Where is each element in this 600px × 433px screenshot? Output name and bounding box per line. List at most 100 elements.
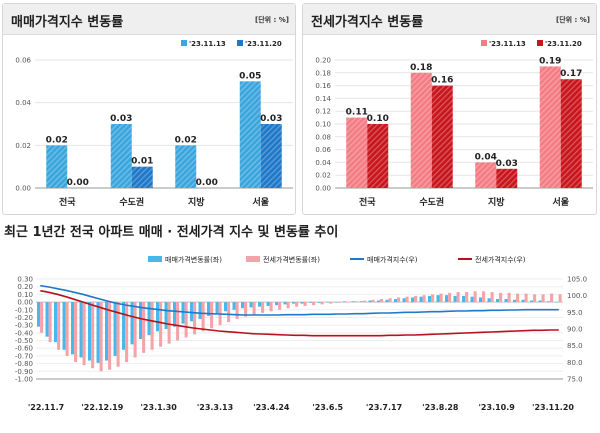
data-label: 0.00 [67, 178, 89, 188]
left-axis-tick-label: -0.30 [15, 322, 33, 330]
legend-label: 매매가격변동률(좌) [165, 255, 222, 264]
legend-label: '23.11.13 [489, 40, 526, 48]
sale-change-bar [326, 302, 330, 303]
legend-swatch [237, 40, 243, 46]
sale-change-bar [224, 302, 228, 312]
jeonse-change-bar [414, 295, 418, 303]
jeonse-change-bar [48, 302, 52, 343]
sale-price-change-panel: 매매가격지수 변동률 [단위 : %] 0.00 0.02 0.04 0.06 0.02… [2, 3, 296, 215]
sale-change-bar [402, 298, 406, 303]
bar [110, 124, 132, 188]
sale-change-bar [436, 295, 440, 303]
jeonse-change-bar [201, 302, 205, 332]
sale-change-bar [249, 302, 253, 308]
left-axis-tick-label: -1.00 [15, 376, 33, 384]
jeonse-index-line [40, 289, 559, 337]
jeonse-change-bar [431, 294, 435, 303]
jeonse-change-bar [550, 293, 554, 303]
data-label: 0.02 [175, 135, 197, 145]
sale-change-bar [419, 296, 423, 303]
legend-label: '23.11.20 [245, 40, 282, 48]
sale-change-bar [45, 302, 49, 337]
x-tick-label: 수도권 [119, 196, 144, 208]
left-axis-tick-label: -0.60 [15, 345, 33, 353]
sale-change-bar [139, 302, 143, 339]
right-axis-tick-label: 100.0 [567, 292, 587, 300]
sale-change-bar [453, 295, 457, 303]
jeonse-change-bar [524, 293, 528, 303]
jeonse-price-change-panel: 전세가격지수 변동률 [단위 : %] 0.00 0.02 0.04 0.06 0.08… [302, 3, 597, 215]
data-label: 0.01 [131, 157, 153, 167]
bar [260, 124, 282, 188]
sale-change-bar [105, 302, 109, 361]
sale-change-bar [462, 295, 466, 303]
jeonse-change-bar [278, 302, 282, 310]
jeonse-change-bar [116, 302, 120, 367]
left-axis-tick-label: 0.10 [17, 291, 33, 299]
y-tick-label: 0.00 [15, 185, 31, 193]
jeonse-change-bar [388, 298, 392, 303]
sale-change-bar [445, 295, 449, 303]
sale-change-bar [156, 302, 160, 332]
y-tick-label: 0.00 [315, 185, 331, 193]
sale-change-bar [207, 302, 211, 316]
x-tick-label: 지방 [188, 196, 205, 208]
sale-change-bar [292, 302, 296, 304]
panel-header: 전세가격지수 변동률 [단위 : %] [303, 4, 596, 35]
sale-change-bar [164, 302, 168, 329]
data-label: 0.17 [560, 69, 582, 79]
sale-change-bar [411, 297, 415, 303]
jeonse-change-bar [57, 302, 61, 350]
jeonse-change-bar [533, 294, 537, 303]
jeonse-change-bar [456, 292, 460, 303]
x-tick-label: '23.4.24 [253, 403, 290, 412]
jeonse-change-bar [295, 302, 299, 307]
sale-change-bar [62, 302, 66, 350]
jeonse-change-bar [261, 302, 265, 313]
jeonse-change-bar [490, 292, 494, 303]
left-axis-tick-label: -0.50 [15, 337, 33, 345]
sale-change-bar [198, 302, 202, 319]
jeonse-change-bar [439, 293, 443, 303]
sale-change-bar [113, 302, 117, 356]
y-tick-label: 0.08 [315, 133, 331, 141]
left-axis-tick-label: -0.10 [15, 306, 33, 314]
sale-change-bar [241, 302, 245, 309]
x-tick-label: '23.10.9 [478, 403, 515, 412]
sale-change-bar [71, 302, 75, 355]
jeonse-change-bar [380, 299, 384, 303]
y-tick-label: 0.18 [315, 69, 331, 77]
legend-label: '23.11.13 [189, 40, 226, 48]
left-axis-tick-label: 0.20 [17, 283, 33, 291]
sale-change-bar [428, 295, 432, 303]
sale-change-bar [79, 302, 83, 358]
left-axis-tick-label: 0.00 [17, 299, 33, 307]
sale-change-bar [232, 302, 236, 310]
bar [175, 145, 197, 188]
x-tick-label: '23.7.17 [366, 403, 402, 412]
jeonse-change-bar [541, 294, 545, 303]
x-tick-label: '22.11.7 [28, 403, 64, 412]
sale-change-bar [487, 298, 491, 303]
data-label: 0.03 [110, 114, 132, 124]
jeonse-change-bar [252, 302, 256, 315]
jeonse-change-bar [235, 302, 239, 319]
jeonse-change-bar [193, 302, 197, 335]
jeonse-change-bar [133, 302, 137, 358]
jeonse-change-bar [65, 302, 69, 356]
bar [496, 168, 518, 188]
sale-change-bar [360, 301, 364, 303]
y-tick-label: 0.14 [315, 95, 331, 103]
sale-change-bar [530, 300, 534, 303]
sale-change-bar [266, 302, 270, 306]
sale-index-line [40, 284, 559, 316]
data-label: 0.03 [496, 159, 518, 169]
jeonse-change-bar [176, 302, 180, 341]
jeonse-change-bar [244, 302, 248, 317]
right-axis-tick-label: 90.0 [567, 326, 583, 334]
sale-change-bar [504, 299, 508, 303]
data-label: 0.18 [410, 63, 432, 73]
legend-label: '23.11.20 [545, 40, 582, 48]
sale-change-bar [555, 302, 559, 303]
data-label: 0.16 [431, 76, 453, 86]
